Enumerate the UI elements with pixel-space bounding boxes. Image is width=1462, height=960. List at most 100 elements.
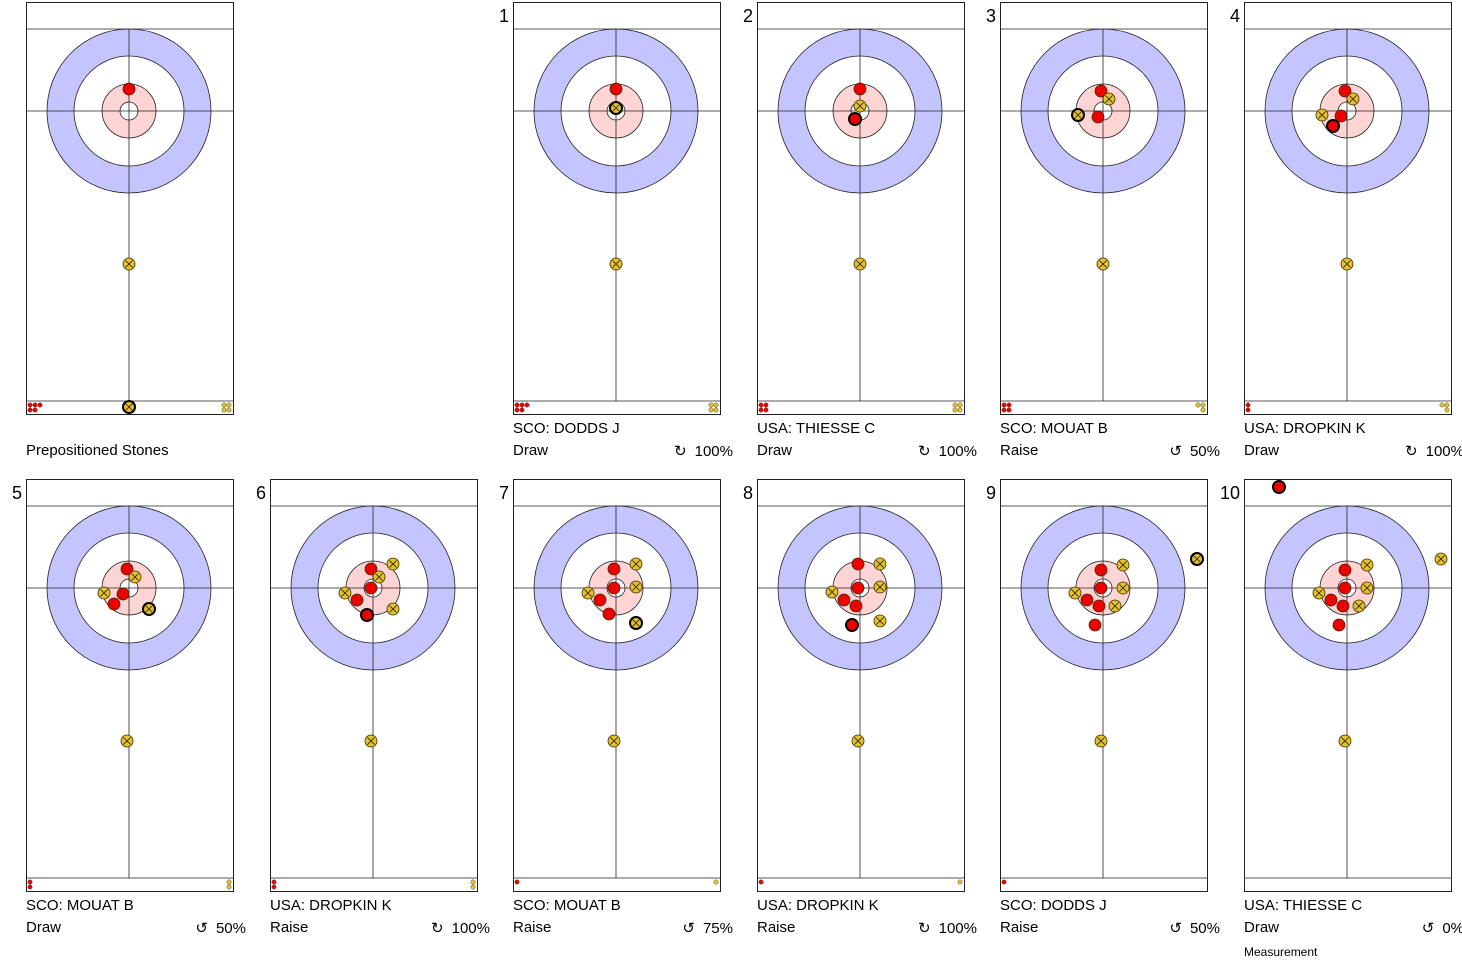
rotation-icon: ↺ [1169, 443, 1182, 460]
shot-number: 3 [986, 6, 997, 26]
shot-number: 9 [986, 483, 997, 503]
yellow-stone [1315, 108, 1329, 122]
rotation-icon: ↻ [674, 443, 687, 460]
red-stone [1080, 593, 1094, 607]
red-stone [602, 607, 616, 621]
curling-sheet [1000, 2, 1208, 415]
shot-number: 1 [499, 6, 510, 26]
rotation-icon: ↻ [1405, 443, 1418, 460]
yellow-stone [122, 400, 136, 414]
yellow-stone [386, 602, 400, 616]
panel-caption: Prepositioned Stones [26, 442, 169, 459]
curling-sheet [757, 2, 965, 415]
shot-panel: 10 USA: THIESSE C Draw ↺ 0% Measurement [1220, 479, 1462, 959]
player-name: SCO: MOUAT B [513, 897, 621, 914]
shot-score: ↻ 100% [674, 442, 733, 460]
yellow-remaining-stones [221, 402, 232, 413]
rotation-icon: ↻ [918, 920, 931, 937]
red-remaining-stones [271, 879, 277, 890]
player-name: SCO: MOUAT B [26, 897, 134, 914]
yellow-stone [122, 257, 136, 271]
red-stone [107, 597, 121, 611]
red-stone [1088, 618, 1102, 632]
shot-score: ↺ 0% [1422, 919, 1462, 937]
shot-panel: 8 USA: DROPKIN K Raise ↻ 100% [743, 479, 977, 955]
curling-sheet [26, 2, 234, 415]
yellow-stone [1108, 599, 1122, 613]
red-stone [350, 593, 364, 607]
yellow-stone [853, 99, 867, 113]
player-name: USA: DROPKIN K [1244, 420, 1366, 437]
red-stone [364, 581, 378, 595]
yellow-stone [607, 734, 621, 748]
shot-percent: 50% [215, 920, 246, 937]
red-stone [853, 82, 867, 96]
yellow-stone [128, 570, 142, 584]
shot-percent: 100% [938, 443, 977, 460]
yellow-remaining-stones [1195, 402, 1206, 413]
red-remaining-stones [1245, 402, 1251, 413]
yellow-remaining-stones [226, 879, 232, 890]
yellow-remaining-stones [713, 879, 719, 885]
shot-type: Raise [270, 919, 309, 936]
yellow-stone [1190, 552, 1204, 566]
yellow-stone [629, 616, 643, 630]
yellow-remaining-stones [1439, 402, 1450, 413]
shot-type: Draw [26, 919, 62, 936]
red-stone [1091, 110, 1105, 124]
curling-sheet [513, 2, 721, 415]
yellow-stone [1102, 92, 1116, 106]
curling-sheet [1000, 479, 1208, 892]
shot-number: 5 [12, 483, 23, 503]
yellow-stone [1071, 108, 1085, 122]
yellow-stone [364, 734, 378, 748]
red-stone [360, 608, 374, 622]
yellow-remaining-stones [708, 402, 719, 413]
shot-number: 6 [256, 483, 267, 503]
yellow-stone [1352, 599, 1366, 613]
red-stone [848, 112, 862, 126]
red-stone [1094, 563, 1108, 577]
player-name: SCO: DODDS J [1000, 897, 1107, 914]
shot-percent: 50% [1189, 920, 1220, 937]
shot-type: Draw [757, 442, 793, 459]
red-stone [1272, 480, 1286, 494]
shot-score: ↻ 100% [918, 919, 977, 937]
player-name: SCO: DODDS J [513, 420, 620, 437]
red-stone [1094, 581, 1108, 595]
yellow-stone [1434, 552, 1448, 566]
red-stone [1338, 581, 1352, 595]
yellow-stone [873, 580, 887, 594]
shot-number: 10 [1220, 483, 1241, 503]
red-remaining-stones [27, 879, 33, 890]
yellow-stone [873, 614, 887, 628]
rotation-icon: ↺ [1169, 920, 1182, 937]
curling-sheet [270, 479, 478, 892]
yellow-stone [1094, 734, 1108, 748]
shot-percent: 0% [1442, 920, 1462, 937]
shot-percent: 75% [702, 920, 733, 937]
yellow-stone [1116, 581, 1130, 595]
shot-panel: 4 USA: DROPKIN K Draw ↻ 100% [1230, 2, 1462, 478]
yellow-stone [1360, 558, 1374, 572]
shot-percent: 100% [938, 920, 977, 937]
shot-type: Draw [513, 442, 549, 459]
curling-sheet [26, 479, 234, 892]
red-stone [849, 599, 863, 613]
rotation-icon: ↺ [1421, 920, 1435, 937]
red-remaining-stones [758, 402, 769, 413]
yellow-stone [629, 580, 643, 594]
player-name: USA: DROPKIN K [270, 897, 392, 914]
red-stone [120, 562, 134, 576]
red-remaining-stones [1001, 879, 1007, 885]
yellow-stone [873, 557, 887, 571]
red-stone [364, 562, 378, 576]
shot-score: ↻ 100% [918, 442, 977, 460]
shot-score: ↺ 50% [1169, 919, 1220, 937]
shot-number: 2 [743, 6, 754, 26]
curling-sheet [1244, 2, 1452, 415]
yellow-stone [609, 257, 623, 271]
red-stone [851, 557, 865, 571]
shot-score: ↺ 50% [195, 919, 246, 937]
shot-panel: 5 SCO: MOUAT B Draw ↺ 50% [12, 479, 246, 955]
